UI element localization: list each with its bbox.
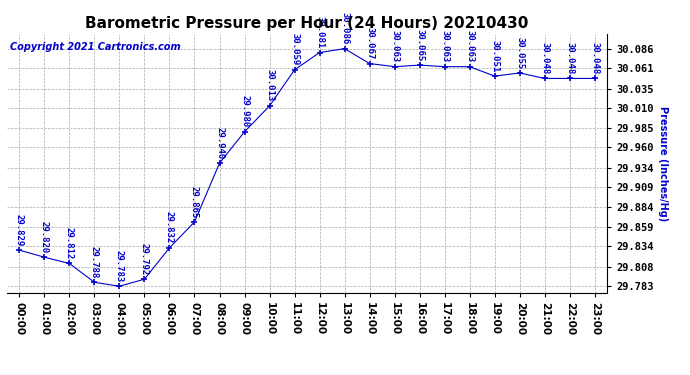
Text: 30.063: 30.063: [465, 30, 474, 63]
Y-axis label: Pressure (Inches/Hg): Pressure (Inches/Hg): [658, 105, 668, 221]
Text: 30.081: 30.081: [315, 16, 324, 48]
Text: 30.048: 30.048: [565, 42, 574, 74]
Text: 30.013: 30.013: [265, 69, 274, 102]
Text: 30.086: 30.086: [340, 12, 349, 45]
Text: 30.055: 30.055: [515, 36, 524, 69]
Text: 29.829: 29.829: [15, 214, 24, 246]
Text: 30.065: 30.065: [415, 29, 424, 61]
Text: 29.832: 29.832: [165, 211, 174, 244]
Text: 30.067: 30.067: [365, 27, 374, 59]
Text: 30.051: 30.051: [490, 40, 499, 72]
Text: 30.048: 30.048: [590, 42, 599, 74]
Text: 29.783: 29.783: [115, 250, 124, 282]
Text: 30.059: 30.059: [290, 33, 299, 66]
Text: 29.820: 29.820: [40, 221, 49, 253]
Text: 29.812: 29.812: [65, 227, 74, 260]
Text: 29.865: 29.865: [190, 186, 199, 218]
Text: 29.980: 29.980: [240, 95, 249, 128]
Text: 30.048: 30.048: [540, 42, 549, 74]
Text: 29.792: 29.792: [140, 243, 149, 275]
Text: 29.788: 29.788: [90, 246, 99, 278]
Title: Barometric Pressure per Hour (24 Hours) 20210430: Barometric Pressure per Hour (24 Hours) …: [86, 16, 529, 31]
Text: 29.940: 29.940: [215, 127, 224, 159]
Text: Copyright 2021 Cartronics.com: Copyright 2021 Cartronics.com: [10, 42, 181, 51]
Text: 30.063: 30.063: [440, 30, 449, 63]
Text: 30.063: 30.063: [390, 30, 399, 63]
